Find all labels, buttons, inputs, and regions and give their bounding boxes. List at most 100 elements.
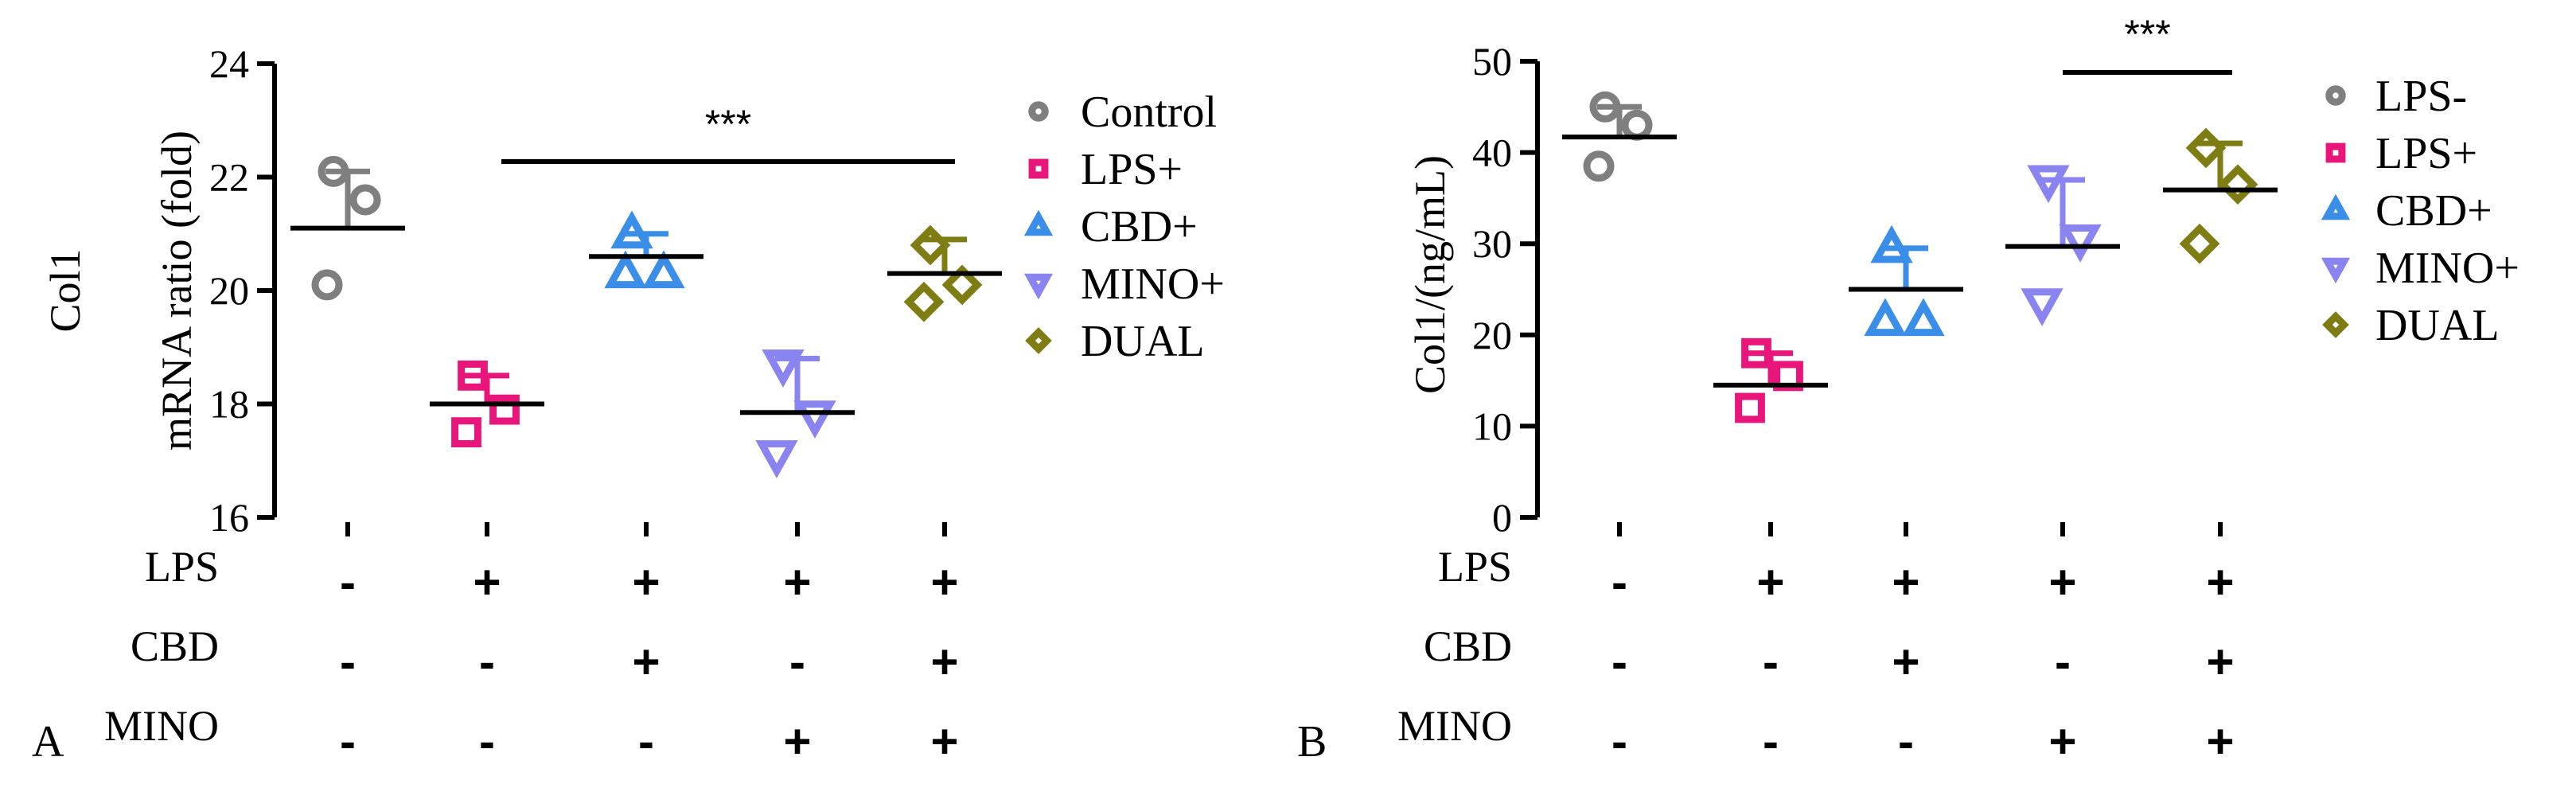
data-point (610, 210, 653, 249)
legend-label: DUAL (1081, 317, 1205, 366)
legend-marker (2321, 193, 2351, 220)
series-DUAL (2163, 127, 2278, 264)
condition-value: + (930, 635, 958, 689)
legend-marker (2325, 85, 2346, 106)
legend-label: Control (1081, 88, 1217, 137)
condition-value: - (479, 715, 495, 768)
y-tick-label: 50 (1472, 39, 1512, 84)
data-point (903, 281, 945, 322)
condition-value: + (1756, 556, 1784, 609)
condition-value: + (783, 715, 811, 768)
data-point (2021, 288, 2064, 326)
legend-marker (2322, 311, 2349, 338)
legend-label: MINO+ (2375, 244, 2519, 293)
condition-value: + (930, 715, 958, 768)
legend-label: LPS- (2375, 72, 2467, 121)
data-point (1735, 392, 1765, 423)
condition-value: - (340, 556, 356, 609)
data-point (1870, 224, 1913, 263)
legend-marker (1028, 158, 1049, 179)
data-point (2027, 165, 2070, 204)
legend-label: CBD+ (1081, 202, 1198, 252)
legend-item: DUAL (1025, 317, 1205, 366)
legend-item: LPS+ (1028, 145, 1183, 194)
data-point (2179, 223, 2220, 264)
legend-label: LPS+ (2375, 129, 2477, 178)
panel-B: 01020304050Col1/(ng/mL)***LPS-LPS+CBD+MI… (1297, 12, 2519, 768)
condition-label: LPS (1438, 543, 1512, 591)
condition-value: + (632, 635, 660, 689)
data-point (2185, 127, 2227, 169)
series-CBD+ (1849, 224, 1963, 337)
series-DUAL (887, 224, 1002, 322)
data-point (1741, 337, 1771, 369)
condition-label: MINO (1397, 702, 1512, 750)
condition-value: - (1898, 715, 1914, 768)
data-point (1621, 109, 1653, 141)
legend-marker (2321, 257, 2351, 284)
condition-value: - (1763, 635, 1779, 689)
y-tick-label: 30 (1472, 221, 1512, 266)
y-tick-label: 40 (1472, 131, 1512, 175)
data-point (349, 184, 381, 216)
legend-label: DUAL (2375, 301, 2500, 350)
data-point (318, 155, 349, 187)
legend-label: LPS+ (1081, 145, 1183, 194)
legend-item: LPS- (2325, 72, 2467, 121)
legend-item: MINO+ (1023, 259, 1225, 309)
data-point (604, 250, 647, 289)
legend-item: DUAL (2322, 301, 2500, 350)
legend-item: LPS+ (2325, 129, 2477, 178)
condition-value: - (2055, 635, 2071, 689)
series-MINO+ (740, 349, 855, 478)
y-axis-label: Col1/(ng/mL) (1406, 155, 1454, 394)
data-point (458, 360, 488, 391)
data-point (910, 224, 951, 266)
condition-value: + (473, 556, 501, 609)
legend-marker (1028, 101, 1049, 122)
series-MINO+ (2005, 165, 2120, 326)
y-tick-label: 10 (1472, 404, 1512, 448)
legend-marker (1025, 327, 1052, 354)
legend-marker (1023, 273, 1054, 300)
condition-value: + (2048, 556, 2076, 609)
data-point (642, 250, 685, 289)
data-point (489, 394, 520, 425)
panel-A: 16 18 20 22 24 Col1 mRNA ratio (fold) *** Contro… (32, 41, 1225, 768)
y-axis-label-top: Col1 (41, 248, 89, 332)
y-tick-label: 22 (209, 155, 249, 200)
condition-value: + (1892, 635, 1919, 689)
data-point (2217, 164, 2258, 205)
panel-label: A (32, 717, 64, 767)
legend-item: Control (1028, 88, 1217, 137)
legend-label: MINO+ (1081, 259, 1225, 309)
data-point (941, 264, 983, 306)
data-point (1902, 298, 1945, 337)
y-tick-label: 20 (209, 268, 249, 313)
condition-value: - (1611, 556, 1627, 609)
series-CBD+ (589, 210, 703, 289)
data-point (762, 349, 805, 388)
series-Control (290, 155, 405, 301)
y-tick-label: 18 (209, 382, 249, 427)
condition-label: MINO (104, 702, 219, 750)
y-tick-label: 24 (209, 41, 249, 86)
condition-value: + (783, 556, 811, 609)
panel-label: B (1297, 717, 1327, 767)
data-point (793, 400, 836, 439)
y-axis-label: mRNA ratio (fold) (153, 131, 201, 451)
condition-value: + (632, 556, 660, 609)
data-point (2059, 224, 2102, 263)
y-tick-label: 0 (1492, 495, 1512, 540)
condition-label: CBD (131, 622, 219, 670)
legend-item: CBD+ (1023, 202, 1198, 252)
series-LPS+ (1713, 337, 1828, 423)
condition-label: CBD (1424, 622, 1512, 670)
condition-value: - (1763, 715, 1779, 768)
series-LPS- (1562, 91, 1677, 182)
legend-marker (2325, 142, 2346, 163)
legend-item: CBD+ (2321, 186, 2492, 236)
data-point (311, 269, 343, 301)
data-point (451, 417, 481, 448)
